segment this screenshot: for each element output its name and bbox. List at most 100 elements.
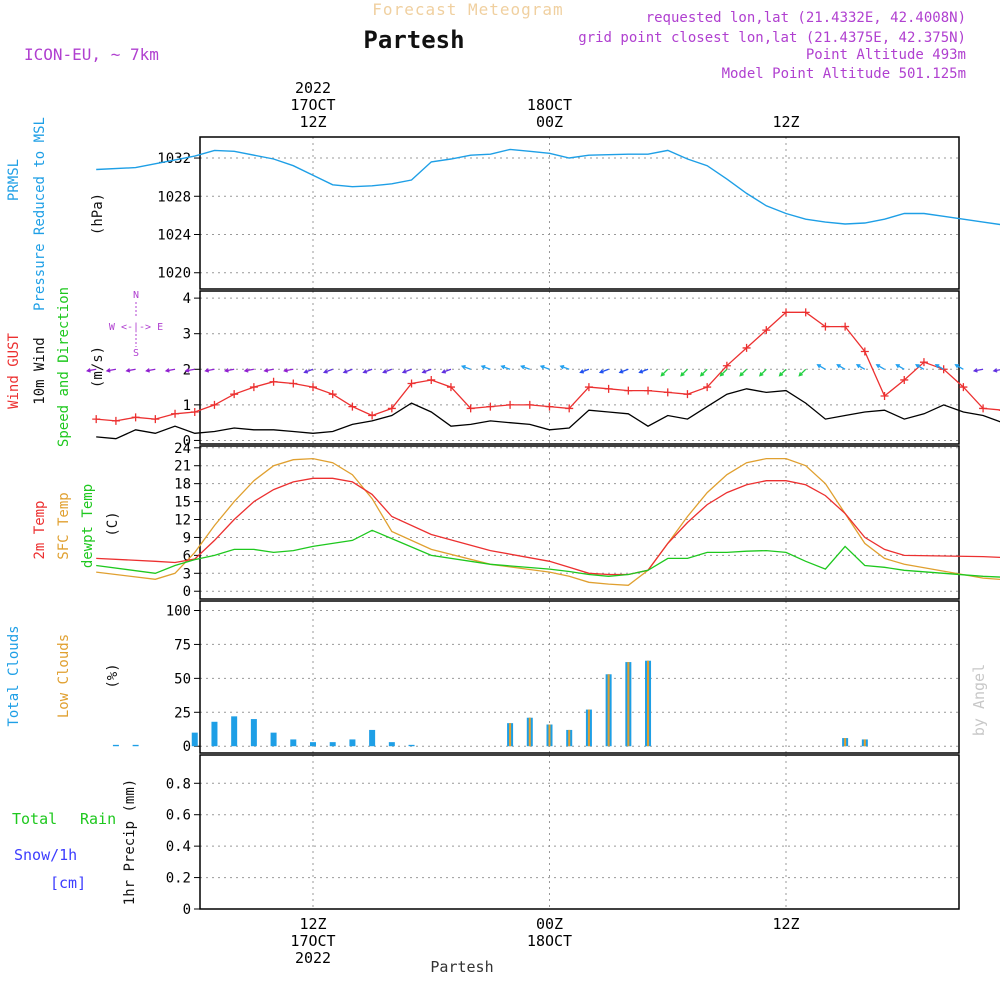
gust-marker (131, 413, 140, 422)
gust-marker (92, 415, 101, 424)
wind-arrow (759, 368, 767, 377)
y-tick-label: 1028 (157, 189, 191, 205)
low-cloud-bar (844, 738, 847, 747)
bottom-time-label: 00Z (536, 915, 563, 933)
wind-arrow (343, 368, 353, 373)
wind-arrow (720, 368, 728, 377)
dewpt-temp-line (96, 529, 1000, 578)
gust-marker (979, 404, 988, 413)
model-name: ICON-EU, ~ 7km (24, 45, 159, 64)
gust-marker (801, 308, 810, 317)
wind-arrow-head (739, 372, 744, 377)
y-tick-label: 3 (183, 327, 191, 343)
gust-marker (407, 379, 416, 388)
gust-marker (565, 404, 574, 413)
low-cloud-bar (863, 739, 866, 747)
wind-arrow (779, 368, 787, 377)
total-cloud-bar (112, 744, 119, 747)
clouds-unit: (%) (105, 663, 121, 688)
y-tick-label: 75 (174, 637, 191, 653)
wind-arrow (461, 365, 471, 370)
y-tick-label: 4 (183, 291, 191, 307)
wind-arrow (521, 365, 531, 370)
wind-arrow-head (184, 368, 190, 373)
wind-arrow-head (382, 369, 387, 374)
compass-s: S (133, 348, 139, 359)
gust-marker (545, 402, 554, 411)
wind-arrow (363, 368, 373, 373)
wind-arrow (580, 368, 590, 373)
panel-frame (199, 136, 960, 290)
wind-arrow-head (559, 365, 565, 370)
panel-frame (199, 445, 960, 600)
y-tick-label: 1032 (157, 151, 191, 167)
wind-arrow (166, 368, 176, 372)
low-cloud-bar (587, 709, 590, 747)
wind-arrow (106, 368, 117, 372)
wind-arrow-head (105, 368, 111, 373)
pressure-label-1: PRMSL (6, 159, 22, 201)
wind-arrow (324, 368, 333, 373)
wind-arrow (660, 368, 669, 377)
wind-arrow-head (816, 364, 822, 369)
wind-arrow-head (855, 364, 861, 369)
low-cloud-bar (647, 660, 650, 747)
wind-arrow-head (362, 369, 368, 374)
y-tick-label: 18 (174, 477, 191, 493)
wind-arrow (146, 368, 156, 372)
total-cloud-bar (231, 716, 238, 747)
wind-arrow (560, 365, 570, 370)
wind-arrow (915, 364, 925, 370)
temp-2m-line (96, 477, 1000, 576)
wind-arrow-head (520, 365, 525, 370)
gust-marker (860, 347, 869, 356)
y-tick-label: 1024 (157, 228, 191, 244)
gust-marker (171, 409, 180, 418)
gust-marker (782, 308, 790, 317)
wind-arrow (481, 365, 491, 370)
bottom-time-label: 17OCT (290, 932, 335, 950)
gust-marker (841, 322, 850, 331)
gust-marker (190, 407, 199, 416)
wind-arrow (599, 368, 609, 373)
wind-arrow (383, 368, 393, 373)
wind-arrow (442, 368, 452, 373)
pressure-line (96, 148, 1000, 226)
wind-arrow (837, 364, 846, 370)
pressure-label-2: Pressure Reduced to MSL (32, 117, 48, 311)
wind-arrow (876, 364, 885, 370)
gust-marker (387, 404, 396, 413)
wind-arrow-head (875, 364, 881, 369)
wind-arrow-head (460, 365, 466, 370)
gust-marker (683, 390, 692, 399)
top-time-label: 12Z (772, 113, 799, 131)
precip-rain-label: Rain (80, 810, 116, 828)
gust-marker (328, 390, 337, 399)
wind-arrow-head (954, 364, 960, 369)
gust-marker (703, 383, 712, 392)
top-time-label: 18OCT (527, 96, 572, 114)
location-title: Partesh (363, 26, 464, 54)
gust-marker (821, 322, 830, 331)
temp-sfc-label: SFC Temp (56, 492, 72, 559)
wind-arrow (185, 368, 195, 372)
bottom-time-label: 18OCT (527, 932, 572, 950)
wind-arrow-head (758, 372, 764, 377)
total-cloud-bar (310, 742, 316, 747)
gust-marker (230, 390, 239, 399)
wind-arrow (126, 368, 136, 372)
gust-line (96, 311, 1000, 422)
wind-arrow-head (836, 364, 841, 369)
top-time-label: 00Z (536, 113, 563, 131)
credit-watermark: by Angel (970, 664, 988, 736)
wind-arrow-head (86, 368, 91, 373)
wind-arrow-head (164, 368, 170, 373)
panel-frame (199, 600, 960, 754)
temp-2m-label: 2m Temp (32, 500, 48, 559)
total-cloud-bar (349, 739, 356, 747)
top-time-label: 17OCT (290, 96, 335, 114)
low-cloud-bar (509, 723, 512, 747)
wind-arrow-head (223, 368, 229, 373)
wind-arrow (422, 368, 432, 373)
